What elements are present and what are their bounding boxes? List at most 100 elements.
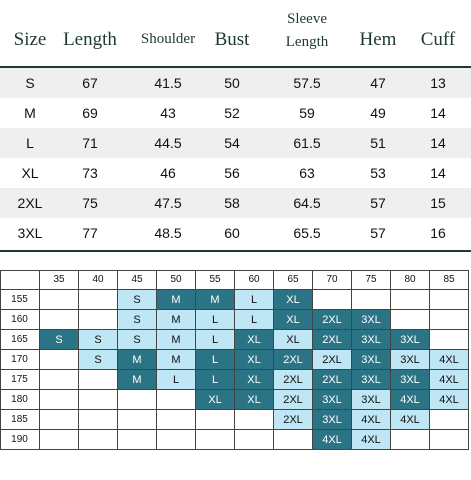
grid-cell: L <box>196 350 235 370</box>
grid-column-header: 85 <box>430 270 469 290</box>
grid-cell <box>40 410 79 430</box>
table-cell: XL <box>21 165 39 181</box>
grid-cell <box>391 430 430 450</box>
table-cell: 57 <box>370 225 386 241</box>
table-cell: M <box>24 105 36 121</box>
grid-row-header: 155 <box>0 290 40 310</box>
grid-cell <box>157 410 196 430</box>
grid-cell: XL <box>235 350 274 370</box>
table-cell: 75 <box>82 195 98 211</box>
grid-cell: M <box>118 370 157 390</box>
grid-column-header: 40 <box>79 270 118 290</box>
table-cell: 47.5 <box>154 195 182 211</box>
table-cell: 57 <box>370 195 386 211</box>
grid-cell: 4XL <box>391 390 430 410</box>
table-cell: 51 <box>370 135 386 151</box>
grid-cell: S <box>79 330 118 350</box>
grid-column-header: 70 <box>313 270 352 290</box>
grid-cell <box>274 430 313 450</box>
table-cell: 14 <box>430 165 446 181</box>
grid-cell: XL <box>274 310 313 330</box>
table-cell: 54 <box>224 135 240 151</box>
grid-corner <box>0 270 40 290</box>
grid-cell <box>79 370 118 390</box>
grid-cell: M <box>118 350 157 370</box>
grid-cell: 2XL <box>274 370 313 390</box>
grid-cell <box>157 390 196 410</box>
grid-cell: XL <box>196 390 235 410</box>
table-cell: 65.5 <box>293 225 321 241</box>
grid-cell: 2XL <box>313 330 352 350</box>
grid-cell: M <box>196 290 235 310</box>
header-line: Bust <box>214 28 250 50</box>
grid-cell <box>40 310 79 330</box>
grid-cell <box>196 430 235 450</box>
grid-cell <box>235 430 274 450</box>
table-cell: 60 <box>224 225 240 241</box>
grid-cell: L <box>196 330 235 350</box>
grid-cell <box>40 430 79 450</box>
grid-cell: 4XL <box>391 410 430 430</box>
row-background <box>0 128 471 158</box>
header-line: Length <box>285 34 329 50</box>
column-header: Bust <box>197 12 267 66</box>
grid-row-header: 165 <box>0 330 40 350</box>
table-cell: 48.5 <box>154 225 182 241</box>
grid-cell: 3XL <box>352 370 391 390</box>
grid-cell: 3XL <box>313 390 352 410</box>
grid-row-header: 170 <box>0 350 40 370</box>
grid-cell <box>79 430 118 450</box>
grid-cell <box>352 290 391 310</box>
table-cell: 13 <box>430 75 446 91</box>
header-line: Cuff <box>420 28 456 50</box>
header-line: Length <box>63 28 117 50</box>
grid-cell: S <box>118 290 157 310</box>
table-cell: 49 <box>370 105 386 121</box>
table-cell: 46 <box>160 165 176 181</box>
table-cell: S <box>25 75 35 91</box>
header-line: Sleeve <box>287 11 327 27</box>
table-cell: 64.5 <box>293 195 321 211</box>
grid-cell: 4XL <box>430 370 469 390</box>
grid-cell <box>118 410 157 430</box>
grid-column-header: 80 <box>391 270 430 290</box>
table-cell: 50 <box>224 75 240 91</box>
grid-cell: XL <box>235 330 274 350</box>
grid-cell: 3XL <box>352 350 391 370</box>
table-cell: 59 <box>299 105 315 121</box>
table-cell: 47 <box>370 75 386 91</box>
grid-cell: M <box>157 290 196 310</box>
column-header: Hem <box>343 12 413 66</box>
header-line: Size <box>13 28 47 50</box>
table-cell: 14 <box>430 105 446 121</box>
grid-cell: XL <box>274 330 313 350</box>
grid-cell: 3XL <box>352 330 391 350</box>
table-cell: 2XL <box>17 195 43 211</box>
table-cell: 56 <box>224 165 240 181</box>
grid-cell: S <box>118 330 157 350</box>
table-cell: 44.5 <box>154 135 182 151</box>
table-cell: 3XL <box>17 225 43 241</box>
grid-column-header: 35 <box>40 270 79 290</box>
grid-cell <box>391 290 430 310</box>
grid-cell: 2XL <box>313 310 352 330</box>
table-cell: 16 <box>430 225 446 241</box>
table-cell: 77 <box>82 225 98 241</box>
grid-cell <box>79 410 118 430</box>
grid-cell <box>235 410 274 430</box>
grid-cell: M <box>157 310 196 330</box>
table-cell: 14 <box>430 135 446 151</box>
grid-cell <box>40 290 79 310</box>
row-background <box>0 188 471 218</box>
table-cell: 61.5 <box>293 135 321 151</box>
grid-cell <box>196 410 235 430</box>
grid-cell: M <box>157 330 196 350</box>
grid-cell <box>79 290 118 310</box>
grid-cell: XL <box>235 370 274 390</box>
grid-cell: 2XL <box>274 410 313 430</box>
grid-cell: M <box>157 350 196 370</box>
grid-cell <box>430 330 469 350</box>
grid-cell: 4XL <box>430 390 469 410</box>
grid-cell: 4XL <box>313 430 352 450</box>
table-cell: 53 <box>370 165 386 181</box>
